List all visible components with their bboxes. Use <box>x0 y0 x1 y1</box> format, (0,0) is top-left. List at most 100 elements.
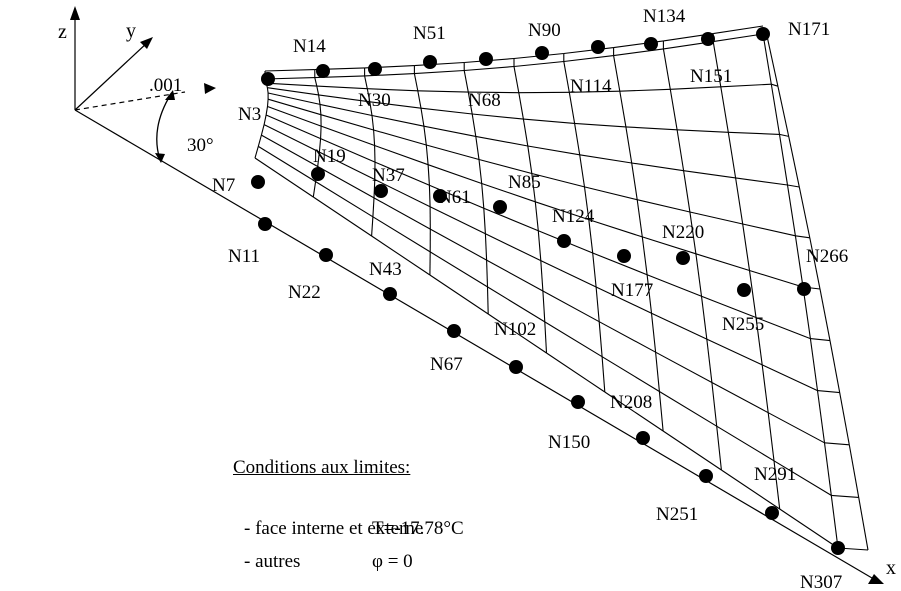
mesh-line <box>613 55 621 92</box>
node-dot <box>756 27 770 41</box>
mesh-line <box>267 98 322 116</box>
mesh-line <box>601 356 606 393</box>
node-label-n61: N61 <box>438 187 471 208</box>
mesh-line <box>429 184 485 209</box>
mesh-line <box>527 145 580 156</box>
mesh-line <box>423 126 427 146</box>
mesh-line <box>544 321 548 354</box>
mesh-line <box>579 154 632 164</box>
node-dot <box>261 72 275 86</box>
mesh-line <box>794 235 804 288</box>
node-dot <box>374 184 388 198</box>
mesh-line <box>320 125 375 147</box>
mesh-line <box>659 391 717 427</box>
mesh-line <box>706 339 713 383</box>
mesh-line <box>823 442 832 496</box>
mesh-line <box>467 92 473 115</box>
mesh-line <box>312 196 372 237</box>
mesh-line <box>484 233 488 261</box>
mesh-line <box>771 83 779 87</box>
mesh-line <box>848 444 860 498</box>
mesh-line <box>374 161 430 186</box>
mesh-line <box>662 430 722 471</box>
mesh-line <box>263 124 320 153</box>
mesh-line <box>766 35 779 87</box>
mesh-line <box>601 356 660 392</box>
mesh-line <box>371 114 425 127</box>
mesh-line <box>414 69 465 75</box>
mesh-line <box>420 108 425 127</box>
mesh-line <box>677 129 729 133</box>
node-dot <box>737 283 751 297</box>
mesh-line <box>254 157 314 198</box>
mesh-line <box>518 92 524 120</box>
mesh-line <box>531 172 585 188</box>
mesh-line <box>535 201 589 221</box>
mesh-line <box>583 186 590 220</box>
mesh-line <box>727 132 737 178</box>
mesh-line <box>625 126 633 164</box>
node-dot <box>251 175 265 189</box>
mesh-line <box>689 211 697 254</box>
mesh-line <box>819 288 831 341</box>
mesh-line <box>266 99 269 107</box>
mesh-line <box>563 61 570 93</box>
mesh-line <box>721 469 781 510</box>
mesh-line <box>374 144 429 166</box>
node-dot <box>493 200 507 214</box>
node-dot <box>258 217 272 231</box>
mesh-line <box>542 290 546 322</box>
mesh-line <box>316 85 320 96</box>
mesh-line <box>711 382 718 427</box>
mesh-line <box>258 145 316 183</box>
mesh-line <box>786 184 796 236</box>
node-dot <box>319 248 333 262</box>
mesh-line <box>631 162 638 200</box>
mesh-line <box>414 61 465 67</box>
mesh-line <box>426 144 480 161</box>
mesh-line <box>264 69 315 72</box>
node-dot <box>383 287 397 301</box>
mesh-line <box>257 134 262 147</box>
mesh-line <box>637 199 691 213</box>
mesh-line <box>481 182 536 203</box>
node-label-n102: N102 <box>494 319 536 340</box>
mesh-line <box>720 86 729 133</box>
mesh-line <box>598 321 603 357</box>
mesh-line <box>777 86 790 137</box>
mesh-line <box>267 87 319 96</box>
condition-label-others: - autres <box>244 551 301 572</box>
mesh-line <box>646 274 653 314</box>
mesh-line <box>568 92 576 124</box>
mesh-line <box>527 145 533 174</box>
mesh-line <box>318 138 322 153</box>
mesh-line <box>742 223 796 237</box>
node-dot <box>617 249 631 263</box>
mesh-line <box>371 216 374 237</box>
coordinate-axes <box>74 14 873 579</box>
mesh-line <box>642 236 697 255</box>
mesh-line <box>265 114 321 140</box>
mesh-line <box>604 391 664 432</box>
mesh-line <box>317 166 375 199</box>
mesh-line <box>531 173 536 202</box>
mesh-line <box>713 25 764 35</box>
mesh-line <box>315 181 374 218</box>
mesh-line <box>544 321 603 358</box>
node-label-n3: N3 <box>238 104 261 125</box>
mesh-line <box>767 412 775 461</box>
mesh-line <box>267 92 321 105</box>
node-label-n220: N220 <box>662 222 704 243</box>
mesh-line <box>265 106 269 116</box>
mesh-line <box>475 135 528 147</box>
mesh-line <box>625 126 678 131</box>
mesh-line <box>613 48 664 57</box>
mesh-line <box>816 390 826 443</box>
mesh-line <box>655 352 660 392</box>
mesh-line <box>748 270 757 318</box>
mesh-line <box>320 138 376 163</box>
mesh-line <box>658 391 664 432</box>
mesh-line <box>712 41 722 87</box>
mesh-line <box>371 115 375 131</box>
mesh-line <box>636 199 643 237</box>
